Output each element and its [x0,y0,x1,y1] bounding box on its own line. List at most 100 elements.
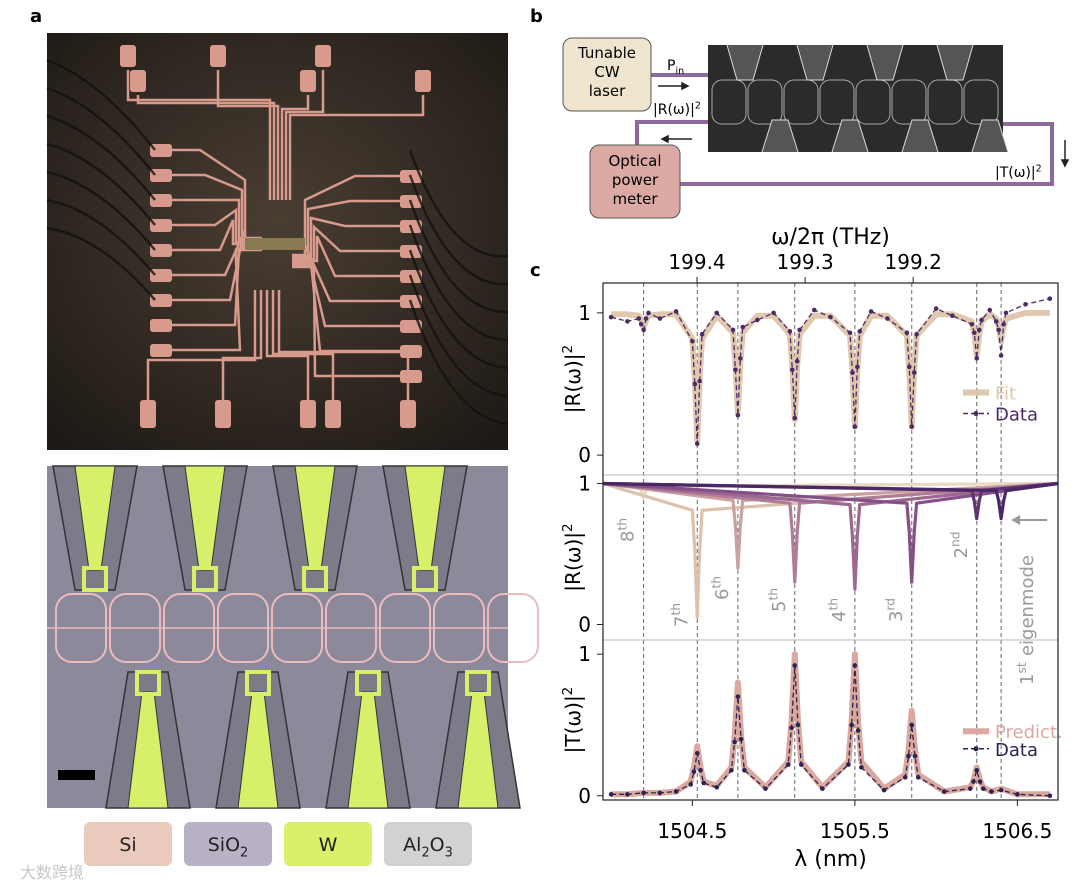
y-axis-title: |R(ω)|2 [560,345,585,413]
contact-pad [150,144,172,157]
data-point [971,779,976,784]
heater-tip [135,670,161,696]
trace [221,290,263,400]
x-tick-label: 1505.5 [820,819,890,843]
data-point [1047,296,1053,301]
data-point [972,330,977,336]
mode-label-part: 2 [951,547,972,558]
data-point [1015,792,1020,797]
contact-pad [400,400,416,428]
x-axis-title: λ (nm) [794,847,867,872]
mode-label: 1st eigenmode [1015,555,1038,685]
data-point [909,722,915,728]
data-point [797,327,802,333]
data-point [698,767,703,773]
data-point [657,790,663,796]
mode-label-part: 3 [886,611,907,622]
material-swatch [84,822,172,866]
mode-label-part: nd [949,532,963,548]
mode-label: 7th [669,603,692,627]
data-point [852,663,858,668]
data-point [902,775,908,780]
data-point [688,782,694,787]
probe-wire [46,86,156,176]
sem-taper [761,119,799,153]
chip-layout [46,45,509,428]
panel-label: b [530,6,543,27]
data-point [915,775,921,780]
mode-label: 2nd [949,532,972,559]
material-label: W [319,834,338,856]
sem-taper [831,119,869,153]
data-point [673,309,679,314]
mode-label: 3rd [884,598,907,622]
data-point [881,787,887,793]
transmission-label: |T(ω)|2 [995,163,1042,181]
data-point [694,441,700,447]
probe-wire [46,58,156,151]
mode-label: 8th [615,518,638,542]
data-point [798,762,804,767]
mode-label-part: 4 [829,611,850,622]
top-tick-label: 199.2 [885,250,942,274]
data-point [657,316,663,321]
trace [292,265,400,378]
sem-ring [819,79,855,125]
data-point [789,725,794,731]
data-point [673,789,679,794]
data-point [795,722,801,728]
y-axis-title-part: 2 [560,345,576,354]
x-tick-label: 1504.5 [657,819,727,843]
mode-label: 6th [710,576,733,600]
transmission-label-part: 2 [1036,163,1042,174]
data-point [740,324,746,330]
heater-tip [355,670,381,696]
data-point [859,765,864,770]
mode-label-part: st [1015,662,1029,673]
contact-pad [150,219,172,232]
mode-arrow-head [1011,515,1021,525]
contact-pad [400,345,422,358]
data-point [846,762,851,767]
model-line [611,651,1050,798]
probe-wire [46,142,156,226]
input-label: Pin [667,58,684,77]
device [245,238,305,250]
material-label-part: O [430,834,445,856]
mode-label-part: 7 [671,616,692,627]
data-point [787,329,793,334]
probe-wire [408,199,509,314]
laser-label: CW [594,63,619,81]
data-point [641,327,646,333]
panel-label: c [530,260,541,281]
data-point [980,786,986,791]
contact-pad [150,244,172,257]
scale-bar [58,770,95,780]
contact-pad [315,45,331,67]
y-axis-title: |R(ω)|2 [560,523,585,591]
data-point [989,789,994,794]
legend-marker [973,411,979,417]
data-point [855,728,861,733]
data-point [911,370,917,375]
sem-ring [927,79,963,125]
material-label-part: 2 [240,846,248,861]
data-point [850,370,855,375]
sem-taper [796,44,834,81]
y-axis-title: |T(ω)|2 [560,687,585,754]
y-tick-label: 0 [578,784,591,808]
data-point [691,769,697,774]
legend-label: Data [995,740,1038,761]
legend-label: Data [995,405,1038,426]
trace [265,290,310,400]
micrograph-layout [47,465,539,809]
model-line [611,309,1050,444]
data-point [914,331,919,337]
mode-label-part: rd [884,598,898,611]
trace [271,290,335,400]
y-tick-label: 1 [578,471,591,495]
mode-label: 4th [827,598,850,622]
contact-pad [150,194,172,207]
heater-tip [82,566,108,592]
y-tick-label: 1 [578,642,591,666]
